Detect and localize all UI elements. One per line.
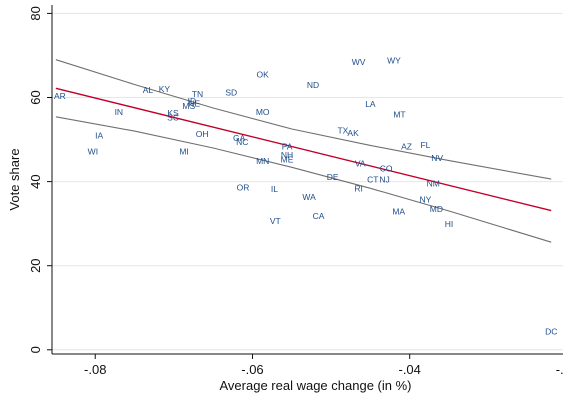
y-tick-label: 40 — [28, 174, 43, 188]
point-label-la: LA — [365, 99, 376, 109]
point-label-md: MD — [430, 204, 443, 214]
point-label-wa: WA — [302, 192, 316, 202]
point-label-nm: NM — [427, 178, 440, 188]
point-label-al: AL — [143, 85, 154, 95]
point-label-ar: AR — [54, 91, 66, 101]
point-label-az: AZ — [401, 142, 412, 152]
point-label-sc: SC — [167, 112, 179, 122]
point-label-wi: WI — [88, 146, 98, 156]
y-axis-title: Vote share — [7, 148, 22, 210]
point-label-tx: TX — [337, 125, 348, 135]
point-label-ga: GA — [233, 133, 246, 143]
point-label-ks: KS — [167, 108, 179, 118]
point-label-mn: MN — [256, 156, 269, 166]
y-tick-label: 80 — [28, 6, 43, 20]
point-label-in: IN — [115, 107, 124, 117]
point-label-de: DE — [327, 172, 339, 182]
x-tick-label: -.06 — [241, 362, 263, 377]
ci-upper-line — [55, 59, 552, 180]
point-label-or: OR — [237, 182, 250, 192]
point-label-il: IL — [271, 184, 278, 194]
x-axis-title: Average real wage change (in %) — [220, 378, 412, 393]
confidence-band — [55, 59, 552, 243]
point-label-wv: WV — [352, 57, 366, 67]
point-label-wy: WY — [387, 56, 401, 66]
fit-line-layer — [55, 87, 552, 212]
axes: 0 20 40 60 80 -.08 -.06 -.04 -.02 — [28, 5, 563, 377]
y-tick-label: 0 — [28, 346, 43, 353]
y-tick-label: 20 — [28, 258, 43, 272]
point-label-nd: ND — [307, 80, 319, 90]
point-label-nv: NV — [431, 153, 443, 163]
point-label-pa: PA — [282, 141, 293, 151]
y-tick-label: 60 — [28, 90, 43, 104]
point-label-fl: FL — [420, 140, 430, 150]
point-label-nh: NH — [281, 150, 293, 160]
point-label-ma: MA — [392, 206, 405, 216]
point-label-ok: OK — [257, 69, 270, 79]
point-label-ri: RI — [354, 183, 363, 193]
point-label-nc: NC — [236, 137, 248, 147]
point-label-ia: IA — [95, 130, 103, 140]
gridlines — [52, 12, 563, 351]
point-label-hi: HI — [445, 219, 454, 229]
x-tick-label: -.02 — [556, 362, 563, 377]
point-label-mo: MO — [256, 107, 270, 117]
point-label-ca: CA — [313, 211, 325, 221]
point-label-ak: AK — [347, 128, 359, 138]
x-tick-label: -.08 — [84, 362, 106, 377]
point-label-oh: OH — [196, 129, 209, 139]
fit-line — [55, 87, 552, 212]
point-label-tn: TN — [192, 89, 203, 99]
point-label-va: VA — [355, 159, 366, 169]
point-label-co: CO — [380, 164, 393, 174]
point-label-sd: SD — [225, 87, 237, 97]
point-label-ny: NY — [420, 195, 432, 205]
point-label-ct: CT — [367, 175, 378, 185]
point-label-mi: MI — [179, 146, 188, 156]
x-tick-label: -.04 — [398, 362, 420, 377]
point-label-me: ME — [281, 155, 294, 165]
point-label-ms: MS — [182, 101, 195, 111]
point-label-vt: VT — [270, 216, 281, 226]
point-label-id: ID — [188, 96, 197, 106]
ci-lower-line — [55, 116, 552, 243]
point-label-mt: MT — [393, 109, 405, 119]
point-label-ne: NE — [188, 98, 200, 108]
point-label-dc: DC — [545, 327, 557, 337]
point-label-ky: KY — [159, 84, 171, 94]
point-label-nj: NJ — [379, 175, 389, 185]
